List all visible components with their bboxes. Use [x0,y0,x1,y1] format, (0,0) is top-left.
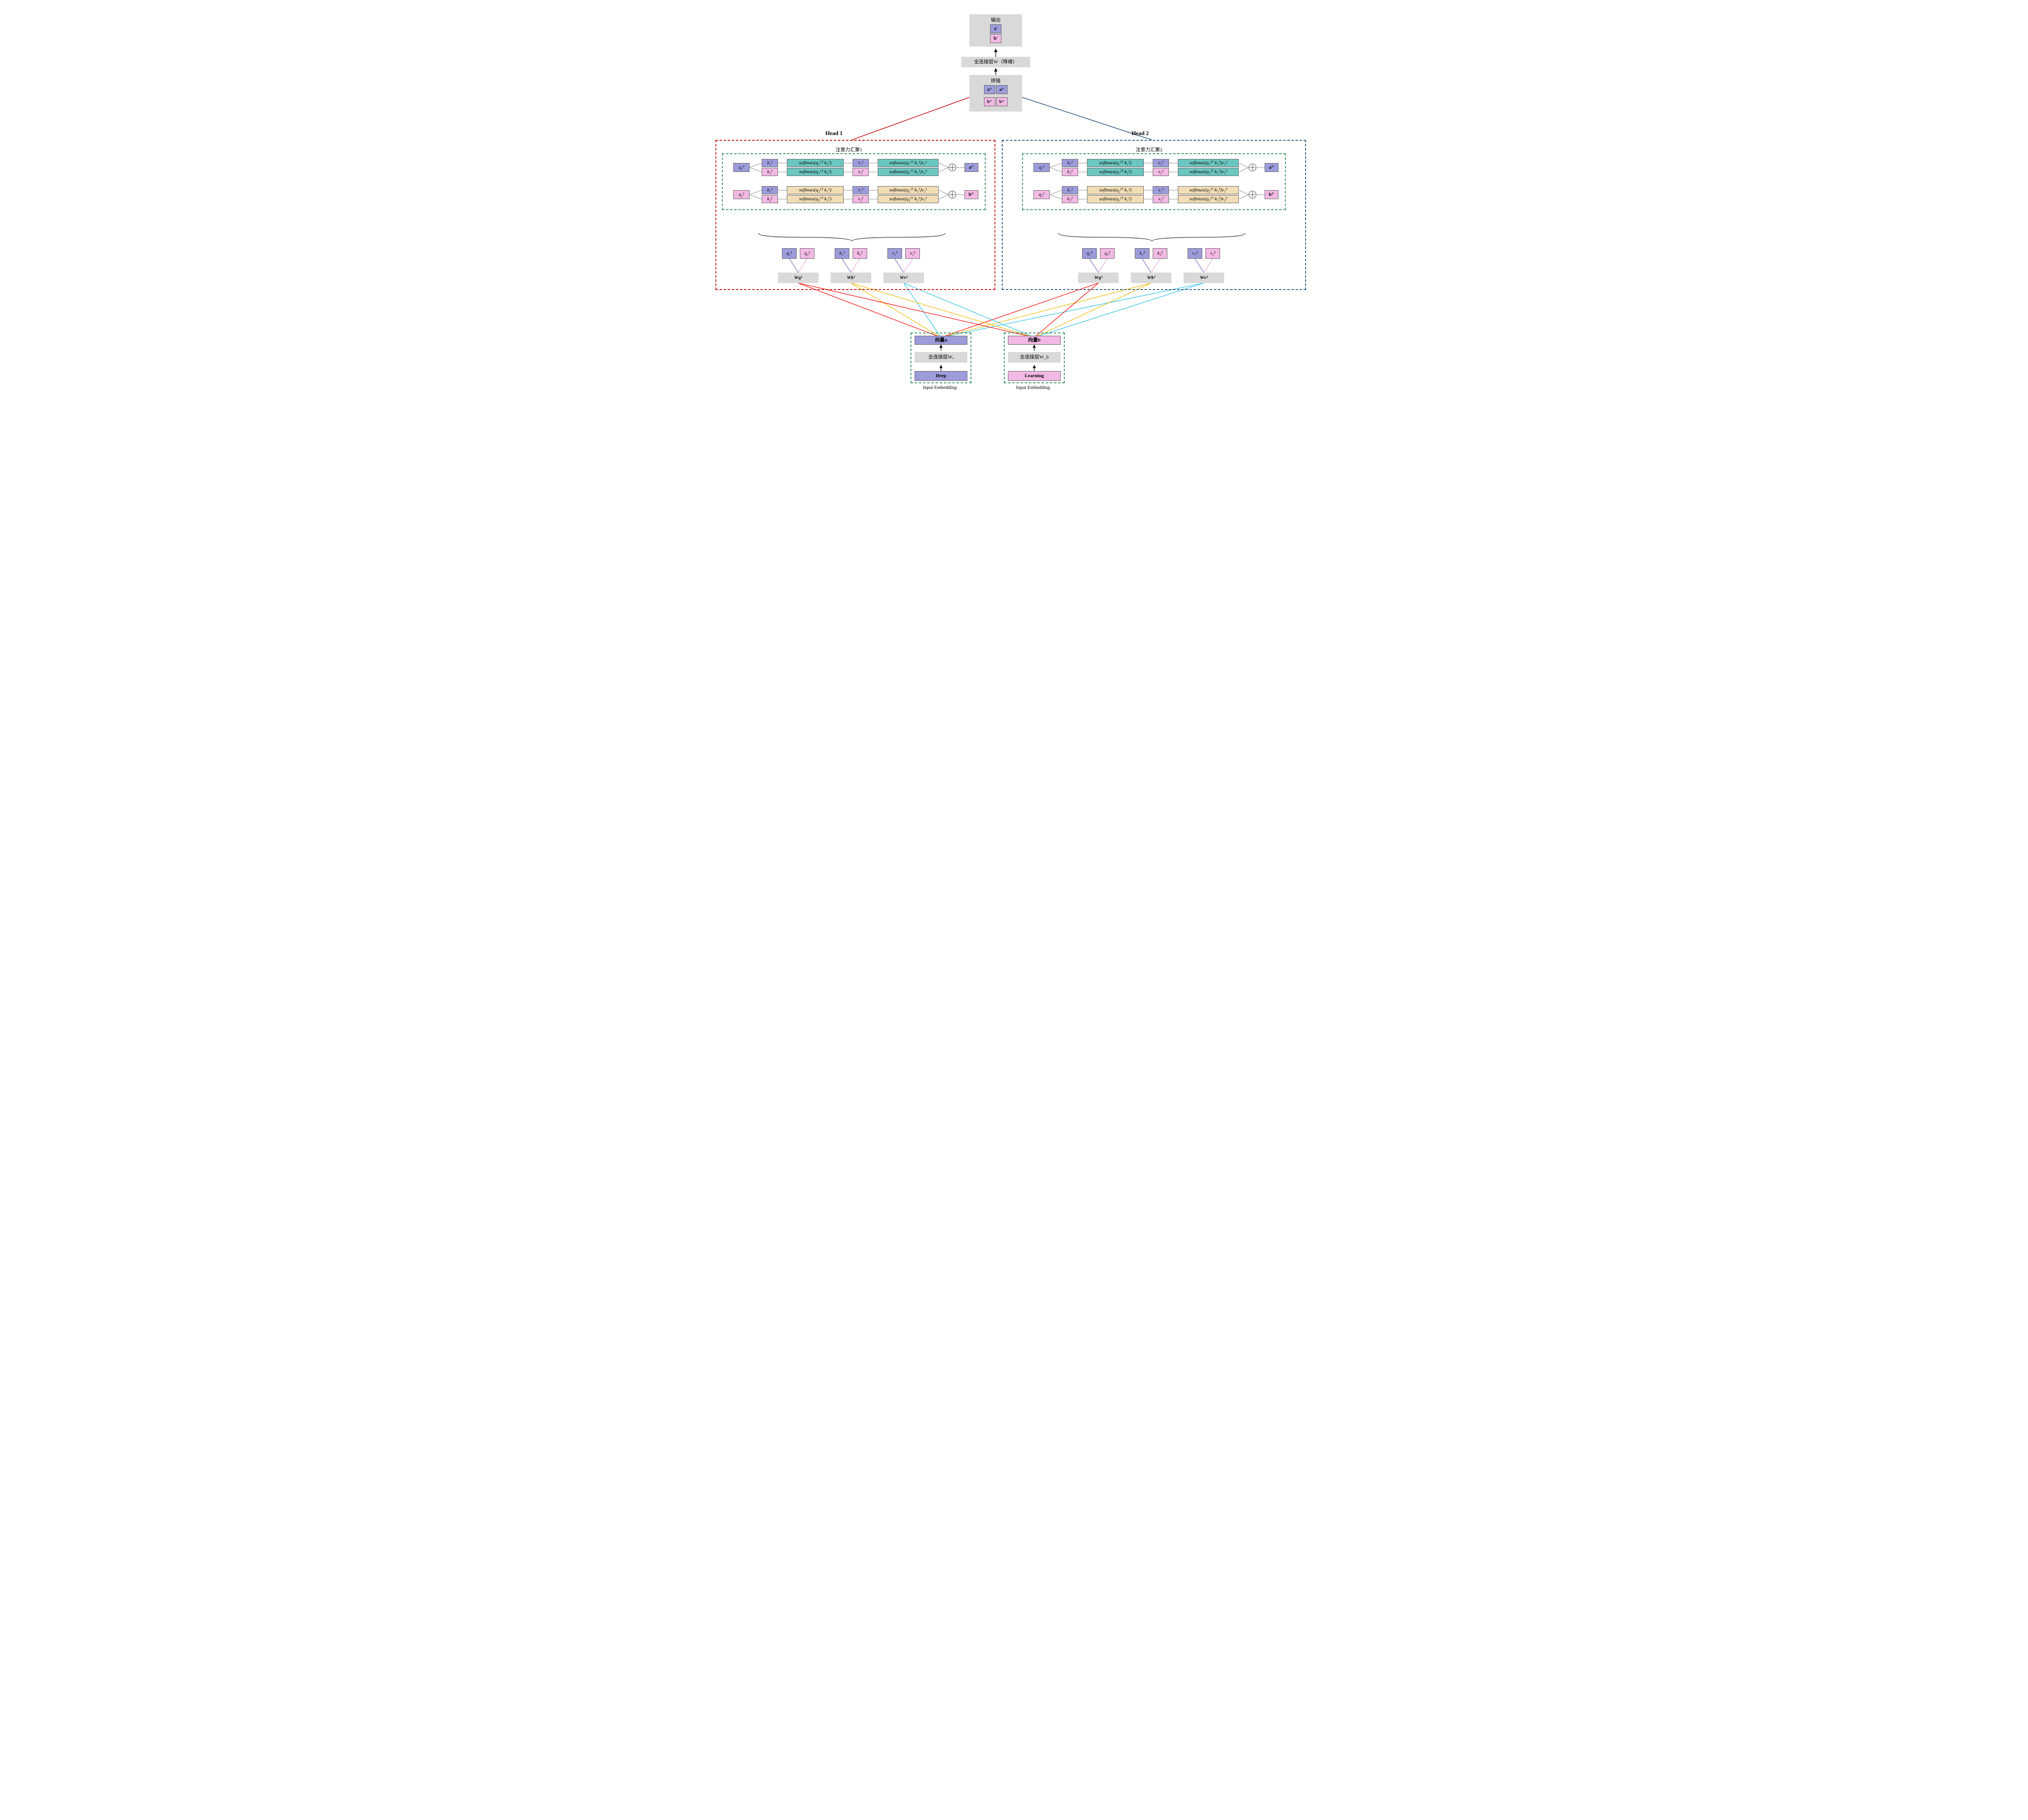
h2-proj-k1: k₁² [1135,248,1149,259]
vec-b: 向量b [1008,336,1061,345]
h2-v2-top: v₂² [1153,168,1169,176]
h1-sm2-top: softmax(q₁¹ᵀ·k₂¹) [787,168,844,176]
h2-v2-bot: v₂² [1153,195,1169,203]
h1-Wv: Wv¹ [883,273,924,283]
h1-Wq: Wq¹ [778,273,819,283]
attn2-label: 注意力汇聚2 [1136,146,1162,153]
h1-proj-v1: v₁¹ [887,248,902,259]
word-a: Deep [915,371,967,381]
h1-k2-bot: k₂¹ [762,195,778,203]
h2-proj-q2: q₂² [1100,248,1115,259]
h1-sv1-top: softmax(q₁¹ᵀ·k₁¹)v₁¹ [878,159,939,167]
fc-a: 全连接层Wₐ [915,352,967,363]
h2-sm1-top: softmax(q₁²ᵀ·k₁²) [1087,159,1144,167]
h2-k1-top: k₁² [1062,159,1078,167]
h1-v2-top: v₂¹ [853,168,869,176]
h2-k2-top: k₂² [1062,168,1078,176]
h2-sm2-top: softmax(q₁²ᵀ·k₂²) [1087,168,1144,176]
h2-v1-top: v₁² [1153,159,1169,167]
fc-reduce-layer: 全连接层W（降维） [961,57,1030,67]
input-b-label: Input Embedding [1016,384,1050,391]
h2-sm2-bot: softmax(q₂²ᵀ·k₂²) [1087,195,1144,203]
h1-proj-q1: q₁¹ [782,248,797,259]
h1-v1-top: v₁¹ [853,159,869,167]
h1-v1-bot: v₁¹ [853,186,869,194]
h2-q2: q₂² [1033,190,1050,199]
h1-out-b: b¹′ [965,190,978,199]
h1-k1-bot: k₁¹ [762,186,778,194]
input-a-label: Input Embedding [923,384,957,391]
h1-Wk: Wk¹ [831,273,871,283]
h2-proj-k2: k₂² [1153,248,1167,259]
h2-proj-q1: q₁² [1082,248,1097,259]
h1-q2: q₂¹ [733,190,750,199]
concat-b2: b²′ [996,97,1008,106]
h1-sv2-top: softmax(q₁¹ᵀ·k₂¹)v₂¹ [878,168,939,176]
h2-sv1-bot: softmax(q₂²ᵀ·k₁²)v₁² [1178,186,1239,194]
concat-b1: b¹′ [984,97,995,106]
output-b-prime: b′ [990,34,1001,43]
h1-q1: q₁¹ [733,163,750,172]
output-a-prime: a′ [990,24,1001,33]
h1-proj-q2: q₂¹ [800,248,814,259]
h2-k2-bot: k₂² [1062,195,1078,203]
h2-sv2-top: softmax(q₁²ᵀ·k₂²)v₂² [1178,168,1239,176]
h2-q1: q₁² [1033,163,1050,172]
h1-sv2-bot: softmax(q₂¹ᵀ·k₂¹)v₂¹ [878,195,939,203]
h1-v2-bot: v₂¹ [853,195,869,203]
head2-title: Head 2 [1132,131,1149,137]
fc-b: 全连接层W_b [1008,352,1061,363]
h2-sm1-bot: softmax(q₂²ᵀ·k₁²) [1087,186,1144,194]
word-b: Learning [1008,371,1061,381]
h2-v1-bot: v₁² [1153,186,1169,194]
h2-k1-bot: k₁² [1062,186,1078,194]
h1-out-a: a¹′ [965,163,978,172]
h2-out-a: a²′ [1265,163,1278,172]
h2-out-b: b²′ [1265,190,1278,199]
diagram-canvas: 输出 a′ b′ 全连接层W（降维） 拼接 a¹′ a²′ b¹′ b²′ He… [710,8,1318,401]
h2-Wv: Wv² [1184,273,1224,283]
concat-a2: a²′ [996,85,1008,94]
vec-a: 向量a [915,336,967,345]
concat-label: 拼接 [991,77,1001,84]
h2-Wk: Wk² [1131,273,1171,283]
head1-title: Head 1 [825,131,842,137]
h1-proj-k1: k₁¹ [835,248,849,259]
h1-sm1-bot: softmax(q₂¹ᵀ·k₁¹) [787,186,844,194]
h1-k2-top: k₂¹ [762,168,778,176]
h1-proj-k2: k₂¹ [853,248,867,259]
attn1-label: 注意力汇聚1 [836,146,862,153]
h1-sm2-bot: softmax(q₂¹ᵀ·k₂¹) [787,195,844,203]
h2-proj-v1: v₁² [1188,248,1202,259]
output-label: 输出 [991,16,1001,23]
h2-sv2-bot: softmax(q₂²ᵀ·k₂²)v₂² [1178,195,1239,203]
h1-sv1-bot: softmax(q₂¹ᵀ·k₁¹)v₁¹ [878,186,939,194]
h1-proj-v2: v₂¹ [905,248,920,259]
h2-Wq: Wq² [1078,273,1119,283]
h2-sv1-top: softmax(q₁²ᵀ·k₁²)v₁² [1178,159,1239,167]
h1-k1-top: k₁¹ [762,159,778,167]
concat-a1: a¹′ [984,85,995,94]
h2-proj-v2: v₂² [1205,248,1220,259]
h1-sm1-top: softmax(q₁¹ᵀ·k₁¹) [787,159,844,167]
